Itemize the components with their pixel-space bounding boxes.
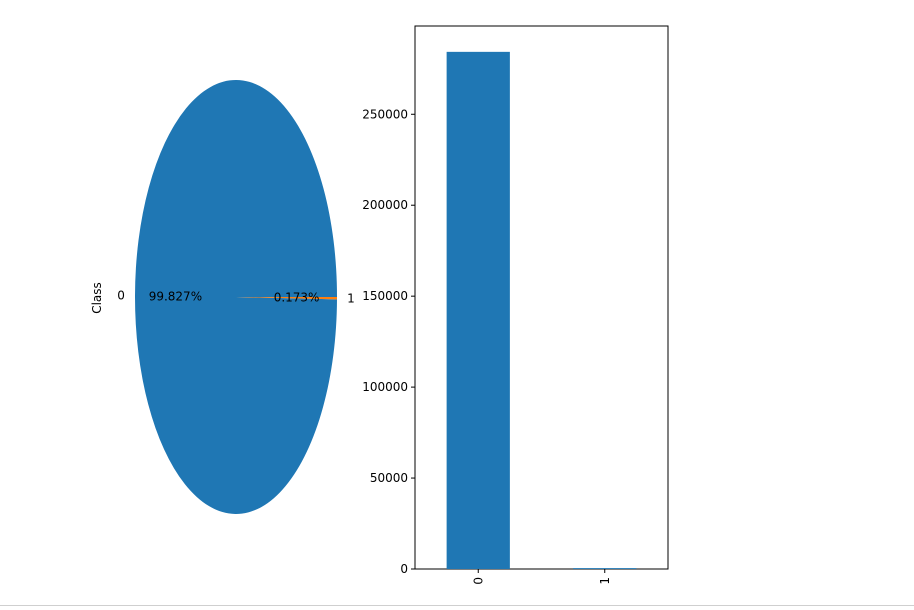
xtick-label: 1	[598, 577, 612, 585]
ytick-label: 200000	[362, 198, 408, 212]
pie-slice-1	[236, 297, 337, 300]
pie-pct-1: 0.173%	[274, 291, 320, 305]
ytick-label: 50000	[370, 471, 408, 485]
bar-0	[446, 51, 510, 570]
output-bottom-border	[0, 605, 914, 606]
bar-chart: 0 50000 100000 150000 200000 250000 0 1	[362, 25, 669, 585]
pie-slice-0	[135, 79, 337, 514]
bar-1	[573, 568, 637, 569]
ytick-label: 250000	[362, 107, 408, 121]
ytick-label: 150000	[362, 289, 408, 303]
ytick-label: 0	[400, 562, 408, 576]
bar-axes-frame	[414, 25, 669, 570]
pie-label-1: 1	[347, 291, 355, 305]
xtick-label: 0	[471, 577, 485, 585]
pie-pct-0: 99.827%	[149, 289, 202, 303]
ytick-label: 100000	[362, 380, 408, 394]
pie-chart: Class 0 99.827% 1 0.173%	[90, 79, 355, 514]
pie-label-0: 0	[117, 289, 125, 303]
pie-ylabel: Class	[90, 282, 104, 314]
